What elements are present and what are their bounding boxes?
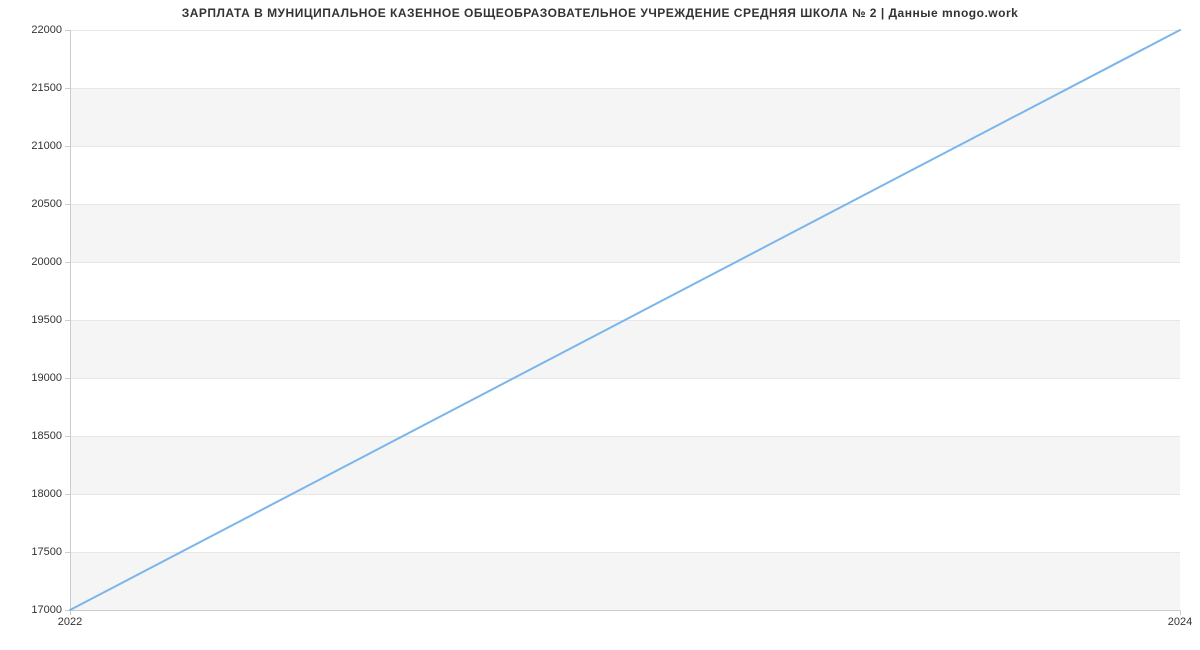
y-tick-label: 21000 bbox=[31, 140, 62, 152]
x-tick-label: 2024 bbox=[1168, 616, 1192, 628]
y-tick-label: 19000 bbox=[31, 372, 62, 384]
y-tick-label: 20500 bbox=[31, 198, 62, 210]
x-axis-line bbox=[70, 610, 1180, 611]
series-layer bbox=[70, 30, 1180, 610]
y-tick-label: 17500 bbox=[31, 546, 62, 558]
x-tick-label: 2022 bbox=[58, 616, 82, 628]
x-tick-mark bbox=[1180, 610, 1181, 615]
y-tick-label: 18000 bbox=[31, 488, 62, 500]
series-line-salary bbox=[70, 30, 1180, 610]
y-tick-label: 18500 bbox=[31, 430, 62, 442]
plot-area: 1700017500180001850019000195002000020500… bbox=[70, 30, 1180, 610]
y-tick-label: 22000 bbox=[31, 24, 62, 36]
y-tick-label: 21500 bbox=[31, 82, 62, 94]
y-tick-label: 17000 bbox=[31, 604, 62, 616]
chart-title: ЗАРПЛАТА В МУНИЦИПАЛЬНОЕ КАЗЕННОЕ ОБЩЕОБ… bbox=[0, 6, 1200, 20]
y-tick-label: 19500 bbox=[31, 314, 62, 326]
y-tick-label: 20000 bbox=[31, 256, 62, 268]
